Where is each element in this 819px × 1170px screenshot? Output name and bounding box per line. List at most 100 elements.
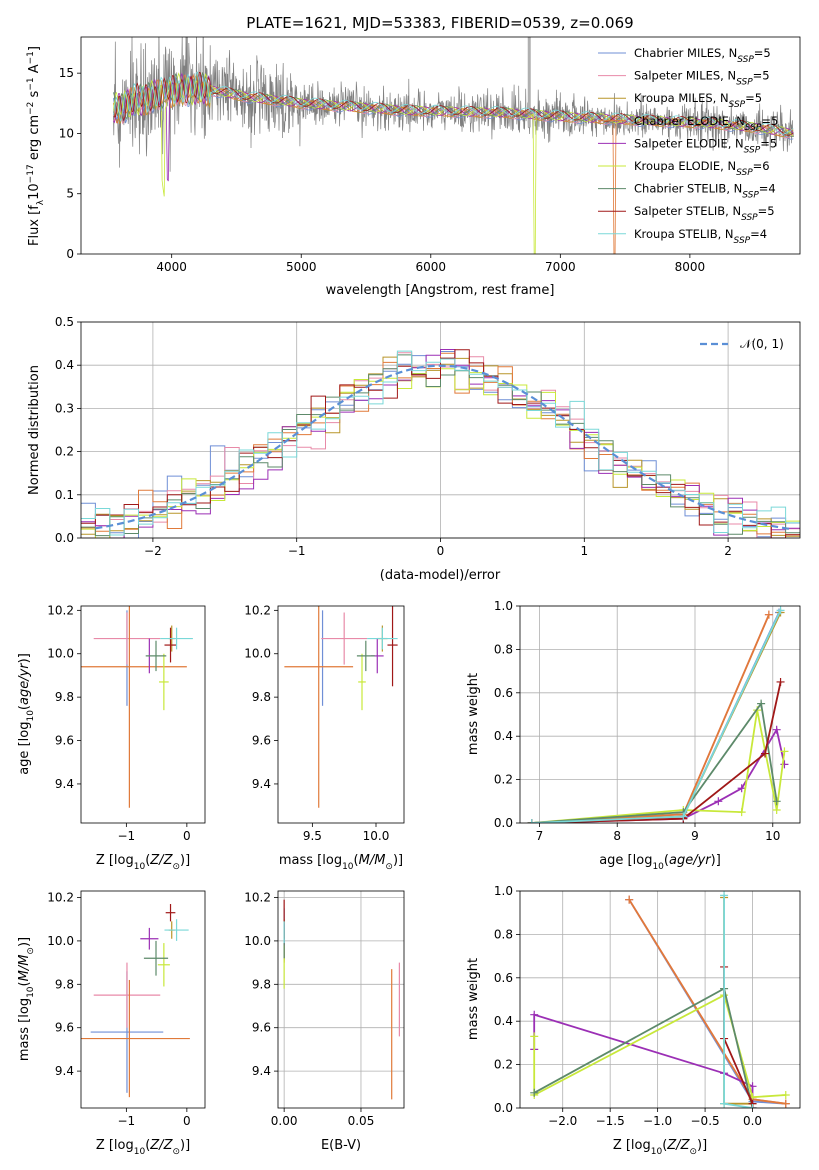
label-part: Z [log — [96, 1138, 134, 1153]
weight-marker — [748, 1104, 757, 1108]
y-tick-label: 9.8 — [252, 690, 271, 704]
weight-line-salpeter-elodie — [533, 1013, 754, 1108]
y-tick-label: 0.4 — [494, 729, 513, 743]
label-part: ) — [393, 853, 398, 868]
histogram-kroupa-stelib — [81, 350, 800, 536]
label-part: ⊙ — [385, 862, 393, 872]
label-part: Kroupa STELIB, N — [634, 227, 734, 241]
x-tick-label: −1.5 — [596, 1114, 625, 1128]
label-part: ⊙ — [172, 862, 180, 872]
label-part: Z/Z — [149, 853, 173, 868]
label-part: −1 — [26, 51, 36, 64]
weight-line-salpeter-miles — [531, 614, 770, 823]
x-tick-label: 8 — [613, 829, 621, 843]
model-line-kroupa-stelib — [113, 71, 794, 135]
y-tick-label: 9.4 — [55, 777, 74, 791]
axes-frame — [277, 890, 405, 1109]
x-tick-label: 2 — [724, 544, 732, 558]
label-part: Z/Z — [149, 1138, 173, 1153]
x-tick-label: 0.0 — [743, 1114, 762, 1128]
label-part: ⊙ — [689, 1147, 697, 1157]
label-part: Salpeter ELODIE, N — [634, 136, 744, 150]
x-tick-label: −1 — [118, 1114, 136, 1128]
legend-entry: Salpeter STELIB, NSSP=5 — [634, 204, 775, 223]
label-part: ] — [716, 853, 721, 868]
weight-marker — [720, 1099, 729, 1108]
label-part: −1 — [26, 77, 36, 90]
y-tick-label: 9.6 — [55, 1021, 74, 1035]
y-tick-label: 10.2 — [47, 891, 74, 905]
label-part: 10 — [342, 862, 354, 872]
label-part: =5 — [753, 69, 770, 83]
histogram-salpeter-stelib — [81, 349, 800, 538]
weight-marker — [781, 1090, 790, 1099]
residuals-ylabel: Normed distribution — [27, 365, 42, 495]
axes-mass-weight-vs-Z: −2.0 −1.5 −1.0 −0.5 0.0 0.0 0.2 0.4 0.6 0.8 1.0 — [494, 884, 801, 1128]
label-part: =5 — [760, 136, 777, 150]
y-tick-label: 0.0 — [55, 531, 74, 545]
spectrum-xlabel: wavelength [Angstrom, rest frame] — [326, 283, 555, 298]
weight-line-chabrier-miles — [628, 899, 786, 1105]
label-part: ) — [711, 853, 716, 868]
mass-vs-Z-ylabel: mass [log10(M/M⊙)] — [17, 937, 36, 1061]
plot-area — [81, 904, 190, 1098]
x-tick-label: 9 — [691, 829, 699, 843]
residuals-legend: 𝒩(0, 1) — [700, 337, 784, 351]
plot-area — [113, 37, 794, 254]
label-part: SSP — [729, 100, 746, 110]
y-tick-label: 0.0 — [494, 1101, 513, 1115]
label-part: ) — [180, 853, 185, 868]
x-tick-label: 0.05 — [348, 1114, 375, 1128]
y-tick-label: 9.8 — [55, 977, 74, 991]
y-tick-label: 10.2 — [47, 603, 74, 617]
label-part: ( — [664, 853, 669, 868]
axes-age-vs-Z: −1 0 9.4 9.6 9.8 10.0 10.2 — [47, 603, 206, 843]
label-part: 10 — [134, 862, 146, 872]
y-tick-label: 15 — [59, 66, 74, 80]
label-part: ] — [185, 853, 190, 868]
label-part: Z/Z — [666, 1138, 690, 1153]
y-tick-label: 0.0 — [494, 816, 513, 830]
label-part: Z [log — [613, 1138, 651, 1153]
plot-area — [81, 606, 193, 808]
weight-vs-Z-xlabel: Z [log10(Z/Z⊙)] — [613, 1138, 707, 1157]
label-part: SSP — [736, 168, 753, 178]
label-part: 10 — [134, 1147, 146, 1157]
label-part: SSP — [734, 236, 751, 246]
label-part: SSP — [741, 213, 758, 223]
x-tick-label: 10 — [765, 829, 780, 843]
mass-vs-ebv-xlabel: E(B-V) — [321, 1138, 361, 1153]
label-part: SSP — [737, 55, 754, 65]
label-part: 10 — [27, 183, 42, 200]
weight-marker — [776, 606, 785, 615]
x-tick-label: −1.0 — [643, 1114, 672, 1128]
y-tick-label: 9.6 — [55, 734, 74, 748]
label-part: Z [log — [96, 853, 134, 868]
y-tick-label: 9.8 — [55, 690, 74, 704]
plot-area — [527, 606, 789, 823]
y-tick-label: 0.2 — [494, 1058, 513, 1072]
label-part: λ — [36, 199, 46, 205]
weight-marker — [625, 895, 634, 904]
legend-entry: Kroupa MILES, NSSP=5 — [634, 91, 762, 110]
axes-frame — [80, 36, 801, 255]
label-part: A — [27, 64, 42, 77]
label-part: erg cm — [27, 115, 42, 164]
x-tick-label: 7000 — [545, 260, 576, 274]
y-tick-label: 0 — [66, 247, 74, 261]
x-tick-label: −2.0 — [548, 1114, 577, 1128]
weight-marker — [780, 747, 789, 756]
label-part: 10 — [26, 710, 36, 722]
weight-marker — [772, 805, 781, 814]
label-part: ( — [354, 853, 359, 868]
plot-area — [283, 899, 400, 1100]
spectrum-ylabel: Flux [fλ10−17 erg cm−2 s−1 A−1] — [26, 46, 46, 246]
y-tick-label: 0.4 — [55, 358, 74, 372]
y-tick-label: 0.3 — [55, 401, 74, 415]
label-part: ] — [17, 937, 32, 942]
y-tick-label: 0.2 — [494, 773, 513, 787]
label-part: mass [log — [17, 998, 32, 1061]
grid — [520, 890, 800, 1109]
label-part: SSP — [736, 78, 753, 88]
